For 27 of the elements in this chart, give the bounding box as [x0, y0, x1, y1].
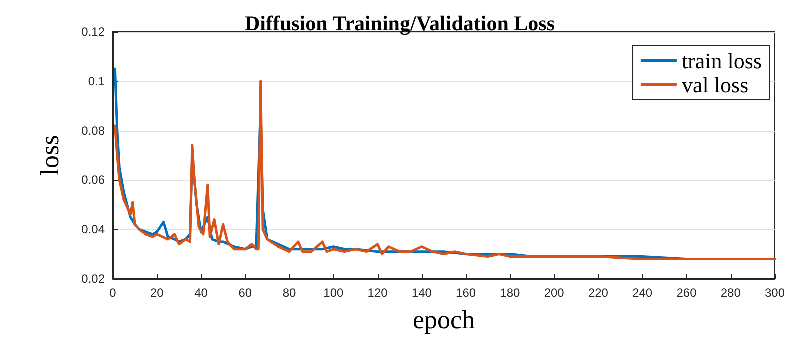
- x-tick-label: 260: [676, 286, 698, 300]
- x-tick-label: 140: [412, 286, 432, 300]
- x-tick-label: 0: [110, 286, 117, 300]
- x-tick-label: 220: [588, 286, 609, 300]
- y-tick-label: 0.1: [88, 74, 106, 88]
- chart-title: Diffusion Training/Validation Loss: [244, 12, 556, 36]
- legend-label: val loss: [682, 72, 749, 98]
- x-tick-label: 100: [324, 286, 344, 300]
- y-tick-label: 0.12: [82, 25, 106, 39]
- y-tick-label: 0.08: [82, 124, 106, 138]
- x-tick-label: 180: [500, 286, 521, 300]
- y-tick-label: 0.02: [82, 272, 106, 286]
- x-tick-label: 240: [632, 286, 653, 300]
- x-tick-label: 280: [720, 286, 742, 300]
- x-tick-label: 20: [150, 286, 164, 300]
- x-tick-label: 300: [764, 286, 786, 300]
- x-tick-label: 40: [194, 286, 208, 300]
- x-tick-label: 60: [238, 286, 252, 300]
- y-tick-label: 0.04: [82, 222, 106, 237]
- x-axis-title: epoch: [412, 306, 476, 334]
- y-axis-title: loss: [36, 135, 64, 176]
- x-tick-label: 120: [368, 286, 388, 300]
- legend-label: train loss: [682, 48, 762, 74]
- x-tick-label: 80: [282, 286, 297, 300]
- y-tick-label: 0.06: [82, 173, 106, 188]
- x-tick-label: 160: [456, 286, 476, 300]
- x-tick-label: 200: [544, 286, 565, 300]
